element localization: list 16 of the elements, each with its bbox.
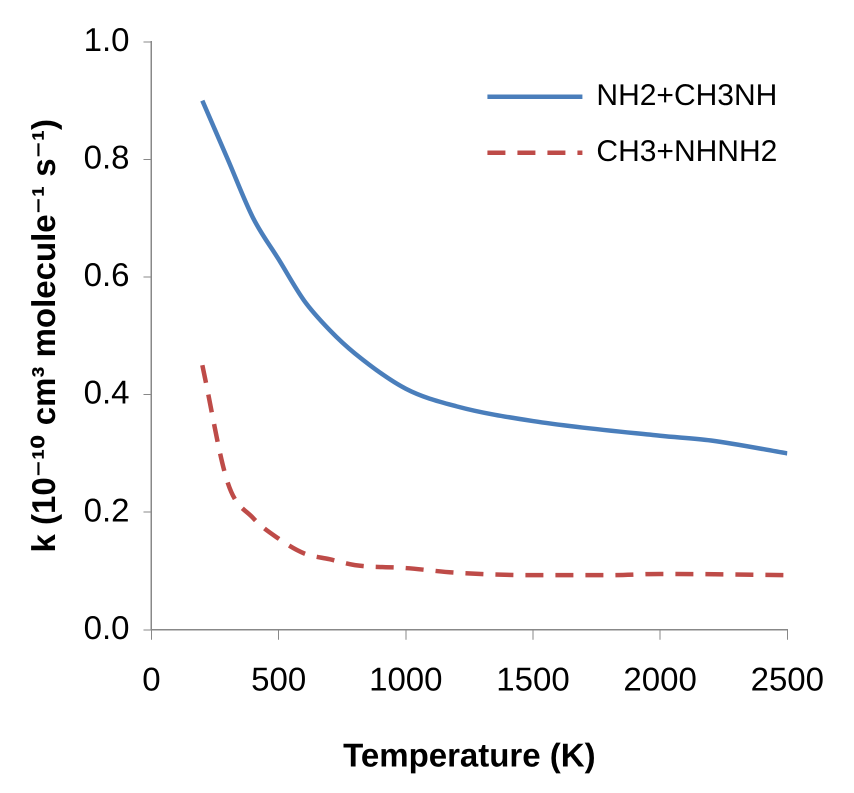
x-axis-title: Temperature (K) [343,736,596,774]
legend-label: CH3+NHNH2 [596,135,778,168]
x-tick-label: 1000 [369,660,443,698]
y-tick-label: 0.2 [84,491,130,528]
y-axis-title: k (10⁻¹⁰ cm³ molecule⁻¹ s⁻¹) [24,119,62,553]
y-tick-label: 0.0 [84,608,130,646]
legend-label: NH2+CH3NH [596,79,778,112]
x-tick-label: 2000 [623,660,697,698]
y-tick-label: 0.8 [84,138,130,176]
y-tick-label: 1.0 [84,20,130,58]
x-tick-label: 2500 [750,660,824,698]
x-tick-label: 0 [142,660,161,698]
y-tick-label: 0.6 [84,256,130,294]
y-tick-label: 0.4 [84,374,130,411]
x-tick-label: 500 [251,660,306,698]
x-tick-label: 1500 [496,660,570,698]
